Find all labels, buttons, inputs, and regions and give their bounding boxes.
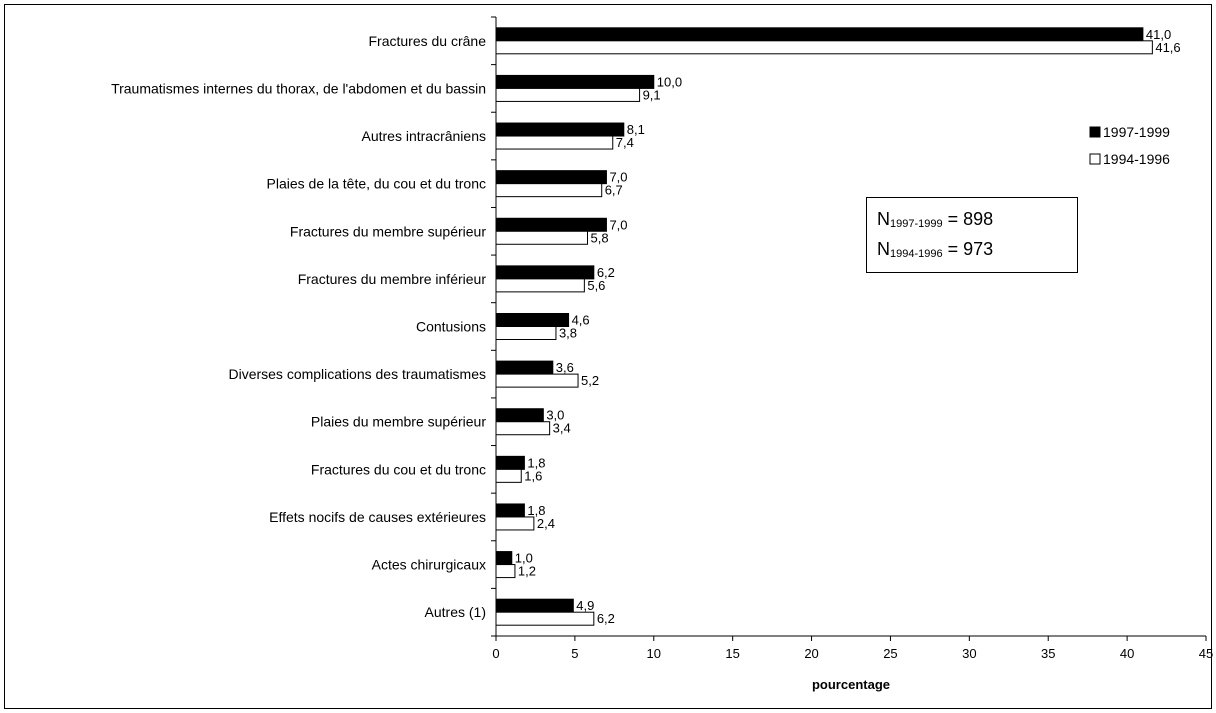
category-label-plaies-de-la-tete-du-cou-et-du-tronc: Plaies de la tête, du cou et du tronc — [267, 176, 486, 192]
bar-1994-1996-fractures-du-membre-superieur — [495, 230, 589, 245]
data-label-1994-1996-plaies-de-la-tete-du-cou-et-du-tronc: 6,7 — [605, 183, 623, 198]
bar-1997-1999-actes-chirurgicaux — [495, 551, 513, 566]
bar-1994-1996-plaies-du-membre-superieur — [495, 421, 551, 436]
category-label-actes-chirurgicaux: Actes chirurgicaux — [372, 557, 486, 573]
bar-1994-1996-traumatismes-internes-du-thorax-de-l-abdomen-et-du-bassin — [495, 87, 641, 102]
legend-label-1994-1996: 1994-1996 — [1103, 151, 1170, 167]
category-label-fractures-du-cou-et-du-tronc: Fractures du cou et du tronc — [311, 461, 486, 477]
sample-size-1997-1999: N1997-1999 = 898 — [877, 209, 994, 230]
data-label-1997-1999-plaies-de-la-tete-du-cou-et-du-tronc: 7,0 — [609, 170, 627, 185]
x-tick-label: 20 — [804, 646, 818, 661]
bar-1997-1999-traumatismes-internes-du-thorax-de-l-abdomen-et-du-bassin — [495, 74, 655, 89]
bar-1997-1999-autres-1 — [495, 598, 574, 613]
bar-1994-1996-plaies-de-la-tete-du-cou-et-du-tronc — [495, 183, 603, 198]
bar-1997-1999-diverses-complications-des-traumatismes — [495, 360, 554, 375]
x-tick-label: 25 — [883, 646, 897, 661]
data-label-1997-1999-contusions: 4,6 — [572, 313, 590, 328]
data-label-1997-1999-diverses-complications-des-traumatismes: 3,6 — [556, 360, 574, 375]
x-tick-label: 45 — [1199, 646, 1213, 661]
category-label-autres-1: Autres (1) — [425, 604, 486, 620]
bar-1994-1996-autres-intracraniens — [495, 135, 614, 150]
data-label-1997-1999-fractures-du-membre-inferieur: 6,2 — [597, 265, 615, 280]
data-label-1994-1996-fractures-du-crane: 41,6 — [1155, 40, 1180, 55]
bar-1994-1996-diverses-complications-des-traumatismes — [495, 373, 579, 388]
category-label-autres-intracraniens: Autres intracrâniens — [361, 128, 486, 144]
x-tick-label: 15 — [725, 646, 739, 661]
data-label-1994-1996-traumatismes-internes-du-thorax-de-l-abdomen-et-du-bassin: 9,1 — [643, 87, 661, 102]
category-label-plaies-du-membre-superieur: Plaies du membre supérieur — [311, 414, 486, 430]
x-tick-label: 40 — [1120, 646, 1134, 661]
bar-1994-1996-fractures-du-membre-inferieur — [495, 278, 585, 293]
bar-1997-1999-plaies-du-membre-superieur — [495, 408, 544, 423]
bar-1994-1996-autres-1 — [495, 611, 595, 626]
bar-1994-1996-fractures-du-crane — [495, 40, 1153, 55]
data-label-1997-1999-autres-intracraniens: 8,1 — [627, 122, 645, 137]
category-label-contusions: Contusions — [416, 319, 486, 335]
bar-1997-1999-autres-intracraniens — [495, 122, 625, 137]
data-label-1994-1996-autres-intracraniens: 7,4 — [616, 135, 634, 150]
legend-label-1997-1999: 1997-1999 — [1103, 124, 1170, 140]
x-tick-label: 0 — [492, 646, 499, 661]
data-label-1994-1996-actes-chirurgicaux: 1,2 — [518, 564, 536, 579]
bar-1997-1999-fractures-du-membre-inferieur — [495, 265, 595, 280]
data-label-1994-1996-fractures-du-membre-superieur: 5,8 — [591, 230, 609, 245]
bar-1997-1999-plaies-de-la-tete-du-cou-et-du-tronc — [495, 170, 607, 185]
data-label-1997-1999-autres-1: 4,9 — [576, 598, 594, 613]
data-label-1994-1996-plaies-du-membre-superieur: 3,4 — [553, 421, 571, 436]
sample-size-box: N1997-1999 = 898 N1994-1996 = 973 — [866, 197, 1078, 273]
legend-swatch-1997-1999 — [1089, 126, 1101, 138]
data-label-1994-1996-autres-1: 6,2 — [597, 611, 615, 626]
x-tick-label: 10 — [647, 646, 661, 661]
data-label-1997-1999-fractures-du-membre-superieur: 7,0 — [609, 217, 627, 232]
chart-frame — [4, 4, 1212, 709]
x-tick-label: 5 — [571, 646, 578, 661]
data-label-1997-1999-fractures-du-crane: 41,0 — [1146, 27, 1171, 42]
bar-1997-1999-effets-nocifs-de-causes-exterieures — [495, 503, 525, 518]
category-label-effets-nocifs-de-causes-exterieures: Effets nocifs de causes extérieures — [269, 509, 486, 525]
bar-1994-1996-actes-chirurgicaux — [495, 564, 516, 579]
data-label-1994-1996-contusions: 3,8 — [559, 326, 577, 341]
data-label-1997-1999-effets-nocifs-de-causes-exterieures: 1,8 — [527, 503, 545, 518]
category-label-fractures-du-membre-superieur: Fractures du membre supérieur — [290, 223, 486, 239]
data-label-1994-1996-diverses-complications-des-traumatismes: 5,2 — [581, 373, 599, 388]
data-label-1997-1999-plaies-du-membre-superieur: 3,0 — [546, 408, 564, 423]
data-label-1997-1999-actes-chirurgicaux: 1,0 — [515, 551, 533, 566]
category-label-fractures-du-membre-inferieur: Fractures du membre inférieur — [298, 271, 487, 287]
data-label-1994-1996-fractures-du-membre-inferieur: 5,6 — [587, 278, 605, 293]
bar-1997-1999-fractures-du-crane — [495, 27, 1144, 42]
bar-1997-1999-fractures-du-cou-et-du-tronc — [495, 455, 525, 470]
bar-1994-1996-contusions — [495, 326, 557, 340]
data-label-1994-1996-fractures-du-cou-et-du-tronc: 1,6 — [524, 468, 542, 483]
category-label-traumatismes-internes-du-thorax-de-l-abdomen-et-du-bassin: Traumatismes internes du thorax, de l'ab… — [111, 80, 486, 96]
data-label-1997-1999-fractures-du-cou-et-du-tronc: 1,8 — [527, 455, 545, 470]
bar-1997-1999-contusions — [495, 313, 570, 327]
sample-size-1994-1996: N1994-1996 = 973 — [877, 239, 994, 260]
x-axis-title: pourcentage — [812, 677, 890, 692]
data-label-1994-1996-effets-nocifs-de-causes-exterieures: 2,4 — [537, 516, 555, 531]
x-tick-label: 30 — [962, 646, 976, 661]
data-label-1997-1999-traumatismes-internes-du-thorax-de-l-abdomen-et-du-bassin: 10,0 — [657, 74, 682, 89]
category-label-fractures-du-crane: Fractures du crâne — [369, 33, 487, 49]
bar-1994-1996-fractures-du-cou-et-du-tronc — [495, 468, 522, 483]
x-tick-label: 35 — [1041, 646, 1055, 661]
bar-1994-1996-effets-nocifs-de-causes-exterieures — [495, 516, 535, 531]
category-label-diverses-complications-des-traumatismes: Diverses complications des traumatismes — [228, 366, 486, 382]
legend-swatch-1994-1996 — [1089, 153, 1101, 165]
